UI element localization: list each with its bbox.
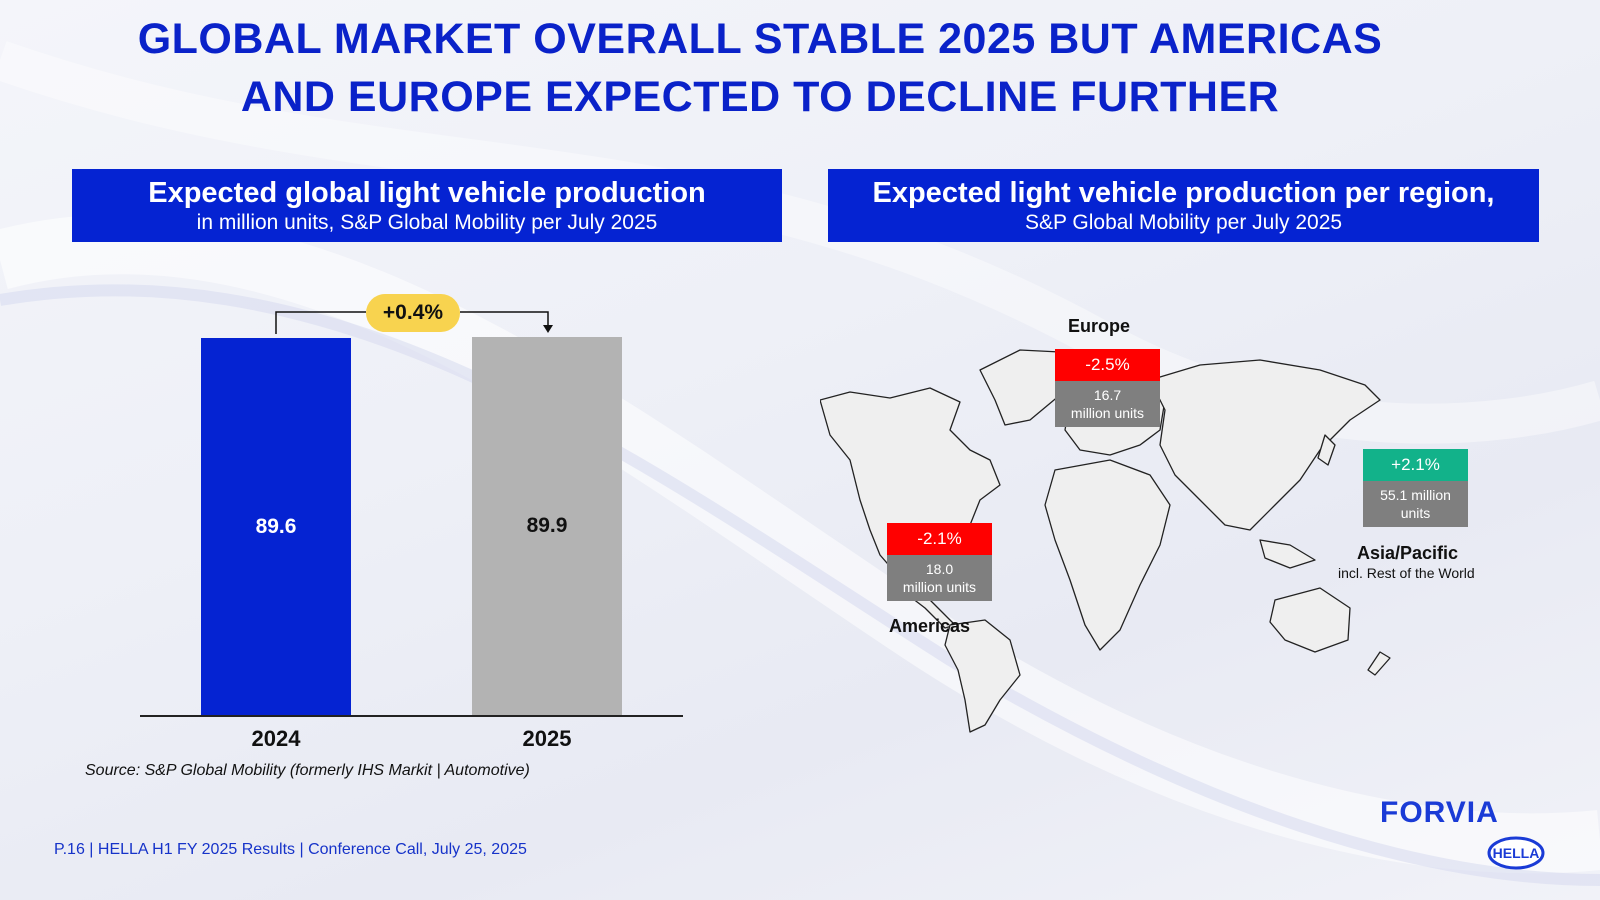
growth-badge: +0.4%	[366, 294, 460, 332]
bar-2024: 89.6	[201, 338, 351, 715]
hella-logo: HELLA	[1487, 836, 1545, 870]
x-axis-line	[140, 715, 683, 717]
region-subtitle: incl. Rest of the World	[1338, 565, 1475, 581]
forvia-logo: FORVIA	[1380, 796, 1499, 826]
map-africa	[1044, 459, 1171, 651]
bar-2025: 89.9	[472, 337, 622, 715]
region-badge-asia-pacific: +2.1% 55.1 million units	[1363, 449, 1468, 527]
map-japan	[1317, 434, 1336, 466]
region-units-line-2: million units	[1070, 405, 1145, 421]
slide-title: GLOBAL MARKET OVERALL STABLE 2025 BUT AM…	[60, 10, 1460, 126]
left-panel-heading: Expected global light vehicle production	[148, 177, 706, 209]
left-panel-header: Expected global light vehicle production…	[72, 169, 782, 242]
right-panel-heading: Expected light vehicle production per re…	[872, 177, 1495, 209]
map-asia	[1149, 359, 1381, 531]
region-growth: +2.1%	[1363, 449, 1468, 481]
region-name: Europe	[1068, 316, 1131, 336]
bar-value-label: 89.6	[255, 514, 297, 538]
x-tick-2025: 2025	[522, 726, 572, 751]
region-units-line-1: 18.0	[925, 561, 954, 577]
right-panel-subheading: S&P Global Mobility per July 2025	[1024, 211, 1343, 234]
map-south-america	[944, 619, 1021, 733]
region-name: Asia/Pacific	[1357, 543, 1459, 563]
source-note: Source: S&P Global Mobility (formerly IH…	[85, 762, 530, 779]
left-panel-subheading: in million units, S&P Global Mobility pe…	[196, 211, 658, 234]
title-line-1: GLOBAL MARKET OVERALL STABLE 2025 BUT AM…	[137, 15, 1383, 63]
region-growth: -2.1%	[887, 523, 992, 555]
region-units: 55.1 million units	[1363, 481, 1468, 527]
map-new-zealand	[1367, 651, 1391, 676]
region-units: 18.0 million units	[887, 555, 992, 601]
region-units-line-1: 16.7	[1093, 387, 1122, 403]
region-units-line-1: 55.1 million	[1380, 487, 1451, 503]
region-badge-americas: -2.1% 18.0 million units	[887, 523, 992, 601]
region-units-line-2: units	[1400, 505, 1431, 521]
region-units-line-2: million units	[902, 579, 977, 595]
region-badge-europe: -2.5% 16.7 million units	[1055, 349, 1160, 427]
hella-logo-text: HELLA	[1493, 845, 1540, 861]
region-units: 16.7 million units	[1055, 381, 1160, 427]
right-panel-header: Expected light vehicle production per re…	[828, 169, 1539, 242]
x-tick-2024: 2024	[251, 726, 301, 751]
map-australia	[1269, 587, 1351, 653]
title-line-2: AND EUROPE EXPECTED TO DECLINE FURTHER	[240, 73, 1280, 121]
map-southeast-asia	[1259, 539, 1316, 569]
forvia-logo-text: FORVIA	[1380, 796, 1499, 826]
footer-text: P.16 | HELLA H1 FY 2025 Results | Confer…	[54, 841, 527, 858]
region-growth: -2.5%	[1055, 349, 1160, 381]
bar-value-label: 89.9	[526, 514, 568, 537]
region-name: Americas	[889, 616, 971, 636]
